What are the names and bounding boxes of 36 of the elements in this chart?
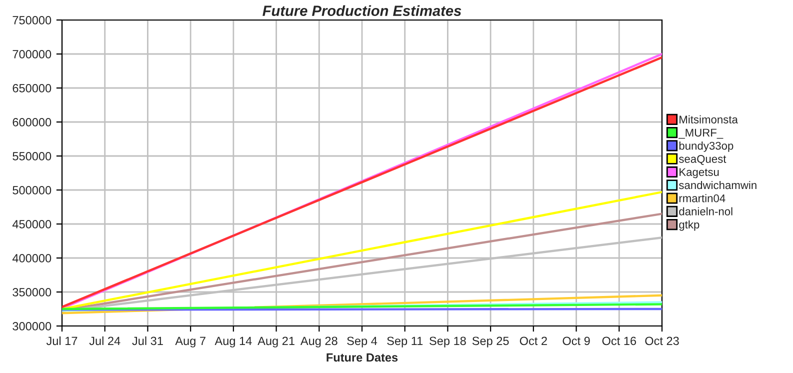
legend-label: Mitsimonsta (680, 115, 738, 124)
y-tick-label: 500000 (12, 186, 52, 194)
legend-label: seaQuest (678, 154, 726, 165)
legend-label: sandwichamwin (678, 180, 756, 190)
y-tick-label: 350000 (12, 288, 52, 296)
x-tick-label: Jul 17 (46, 336, 78, 346)
x-tick-label: Sep 11 (387, 336, 423, 348)
chart-title: Future Production Estimates (262, 5, 462, 16)
x-tick-label: Sep 4 (347, 336, 378, 348)
y-tick-label: 700000 (12, 50, 52, 58)
legend-label: bundy33op (679, 142, 734, 152)
x-tick-label: Aug 7 (175, 336, 206, 348)
legend-label: rmartin04 (679, 194, 726, 202)
x-tick-label: Jul 31 (132, 336, 163, 346)
legend-label: gtkp (679, 220, 700, 231)
x-axis-title: Future Dates (326, 353, 398, 362)
x-tick-label: Sep 18 (430, 336, 466, 348)
x-tick-label: Jul 24 (89, 336, 120, 346)
x-tick-label: Oct 9 (562, 336, 590, 346)
x-tick-label: Aug 21 (258, 336, 294, 348)
y-tick-label: 450000 (12, 220, 52, 228)
legend-label: _MURF_ (678, 128, 724, 139)
x-tick-label: Oct 16 (602, 336, 636, 346)
x-tick-label: Oct 23 (645, 336, 679, 346)
legend-label: Kagetsu (680, 168, 719, 178)
y-tick-label: 750000 (12, 16, 52, 24)
y-tick-label: 650000 (12, 84, 52, 92)
x-tick-label: Aug 28 (300, 336, 338, 348)
y-tick-label: 600000 (12, 118, 52, 126)
x-tick-label: Aug 14 (214, 336, 252, 348)
y-tick-label: 550000 (12, 152, 52, 160)
x-tick-label: Oct 2 (520, 336, 547, 346)
y-tick-label: 300000 (12, 322, 52, 330)
x-tick-label: Sep 25 (472, 336, 509, 348)
y-tick-label: 400000 (12, 254, 52, 262)
legend-label: danieln-nol (679, 207, 732, 216)
